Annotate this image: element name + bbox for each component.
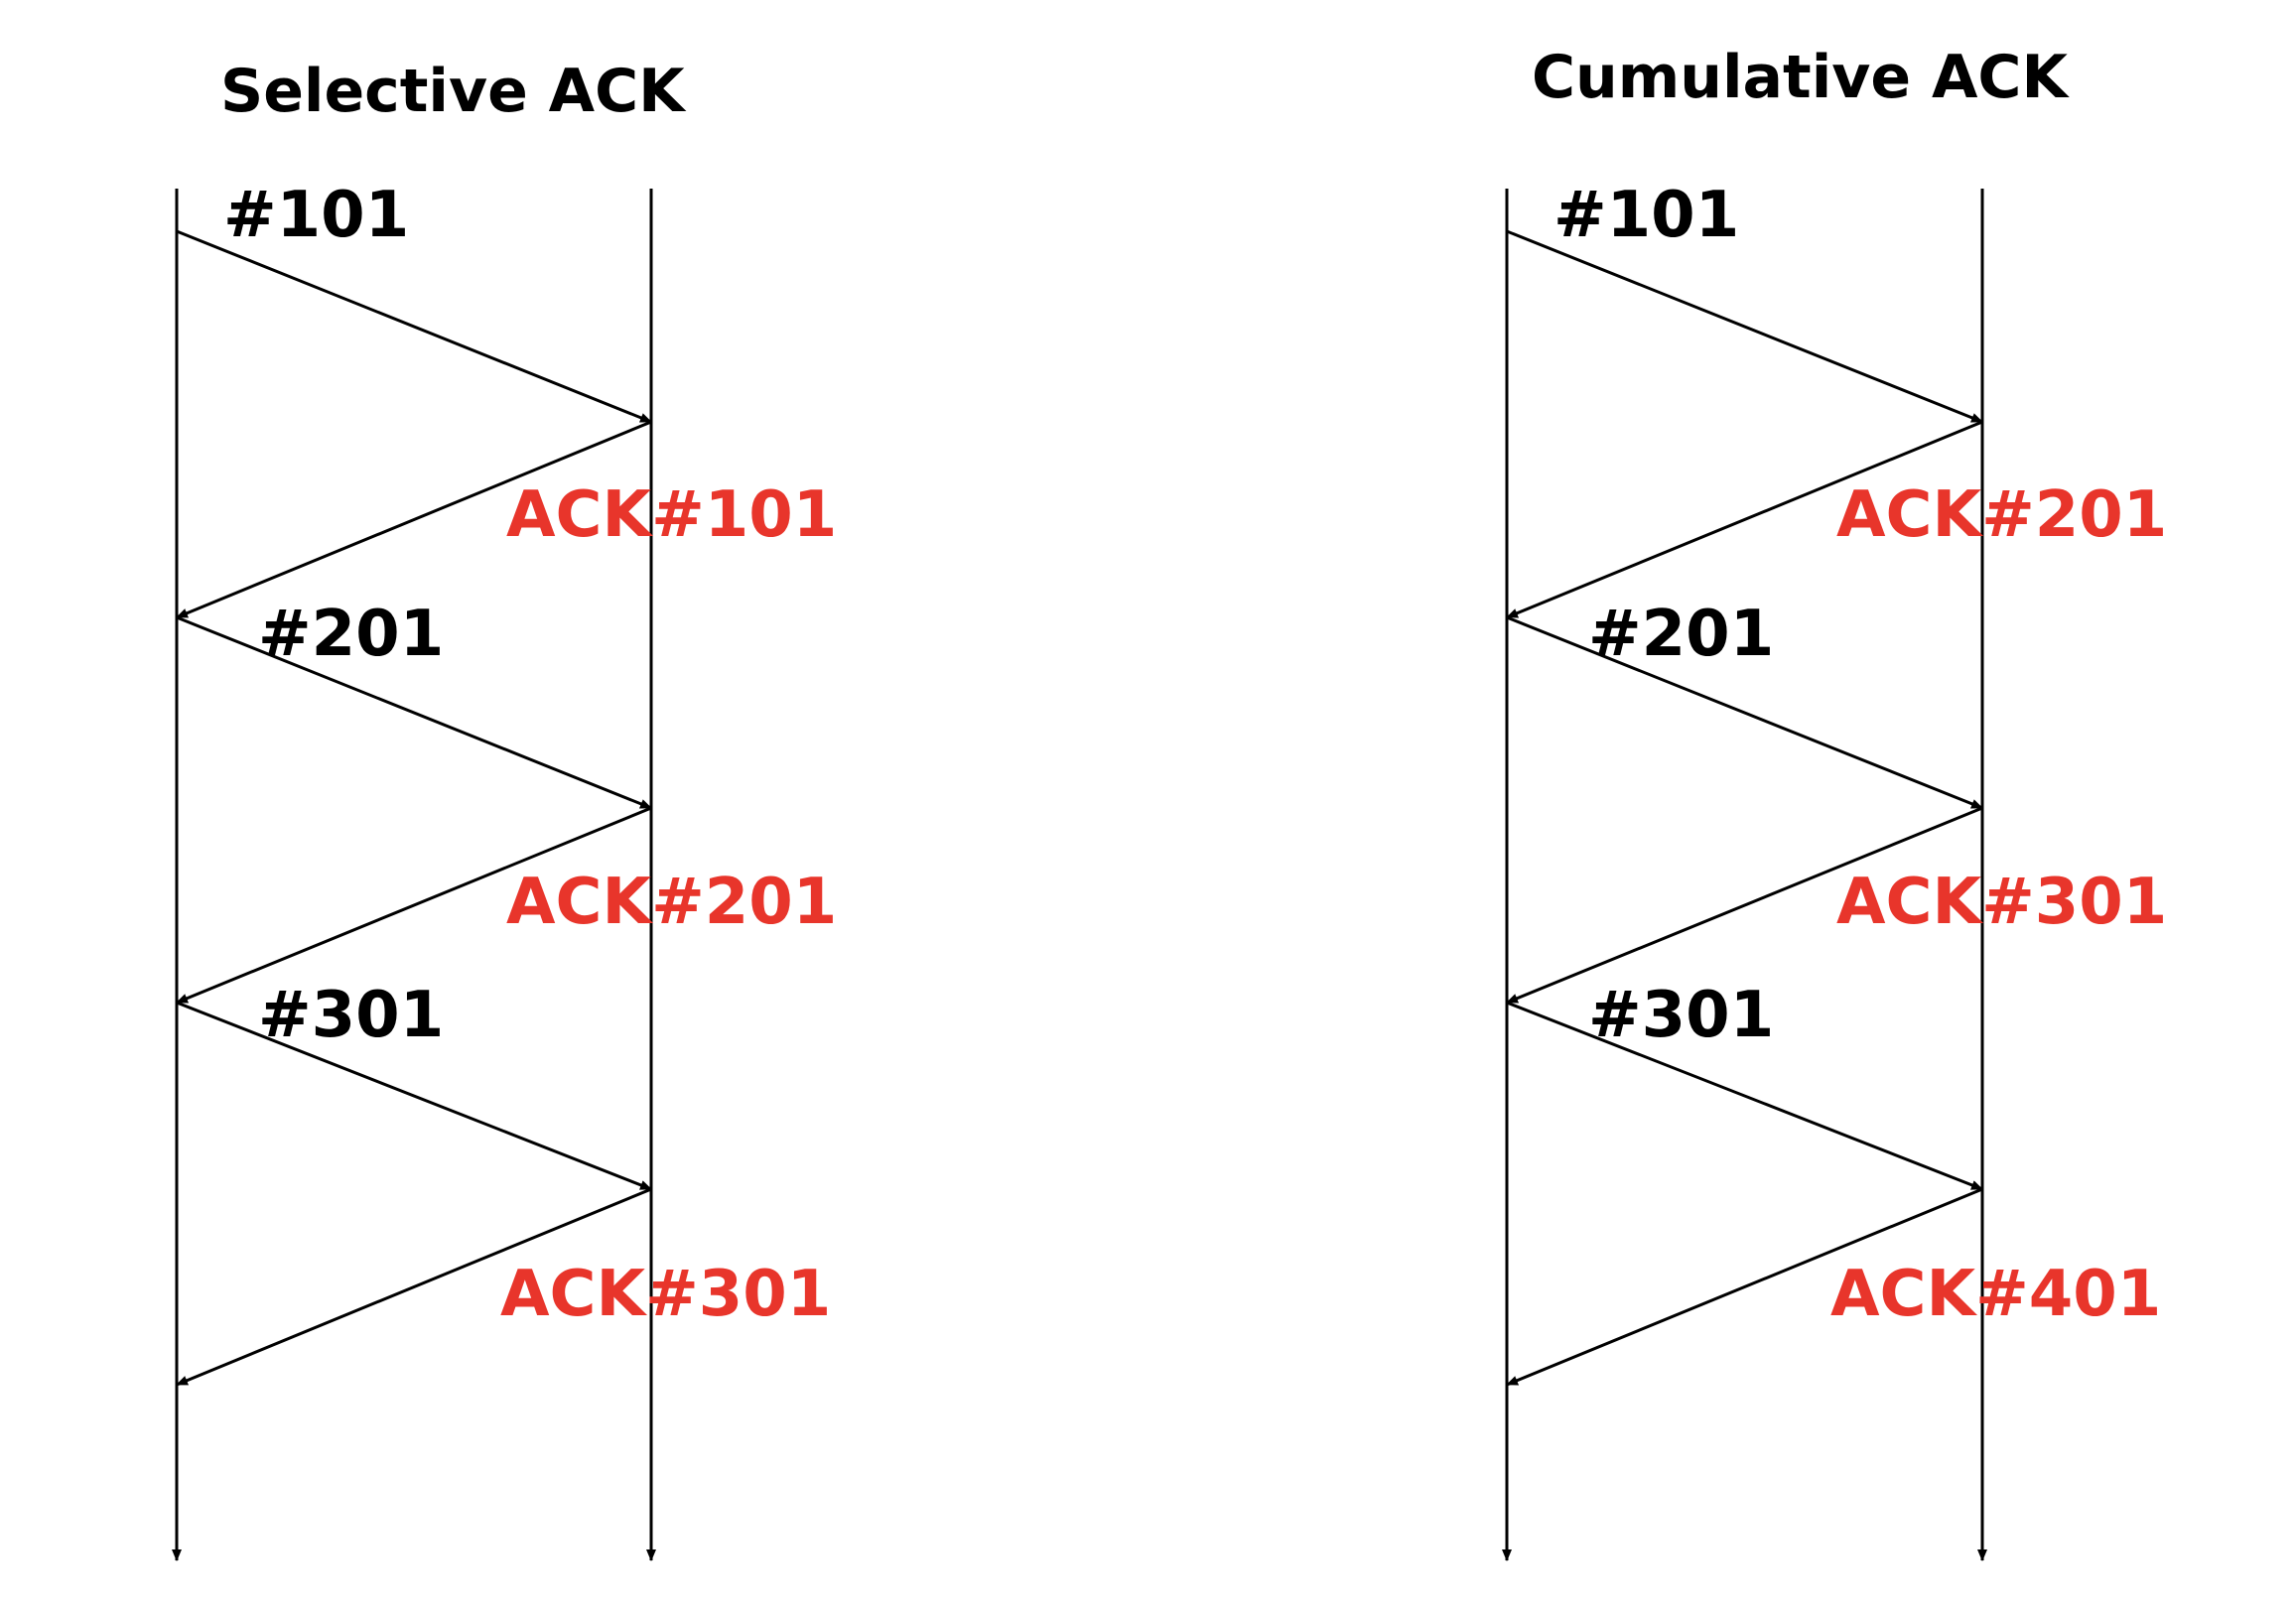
segment-label: #201 [258, 598, 444, 671]
segment-arrow [1506, 1001, 1983, 1191]
ack-arrow [1506, 1187, 1983, 1387]
segment-arrow [1506, 229, 1983, 424]
segment-arrow [176, 229, 652, 424]
segment-arrow [1506, 615, 1983, 810]
cumulative-ack-diagram: Cumulative ACK #101 ACK#201 #201 ACK#301… [1502, 43, 2167, 1561]
ack-label: ACK#301 [1836, 866, 2167, 939]
ack-label: ACK#201 [1836, 478, 2167, 552]
ack-arrow [1506, 420, 1983, 619]
ack-label: ACK#201 [506, 866, 837, 939]
segment-label: #101 [1553, 179, 1739, 252]
segment-arrow [176, 615, 652, 810]
segment-label: #101 [223, 179, 409, 252]
diagram-title: Selective ACK [220, 57, 687, 126]
ack-arrow [176, 420, 652, 619]
ack-arrow [176, 1187, 652, 1387]
ack-label: ACK#401 [1830, 1258, 2161, 1331]
diagram-title: Cumulative ACK [1532, 43, 2070, 112]
selective-ack-diagram: Selective ACK #101 ACK#101 #201 ACK#201 … [172, 57, 837, 1561]
segment-arrow [176, 1001, 652, 1191]
ack-label: ACK#301 [500, 1258, 831, 1331]
ack-arrow [1506, 806, 1983, 1005]
segment-label: #301 [258, 979, 444, 1052]
ack-arrow [176, 806, 652, 1005]
ack-label: ACK#101 [506, 478, 837, 552]
segment-label: #201 [1588, 598, 1774, 671]
segment-label: #301 [1588, 979, 1774, 1052]
